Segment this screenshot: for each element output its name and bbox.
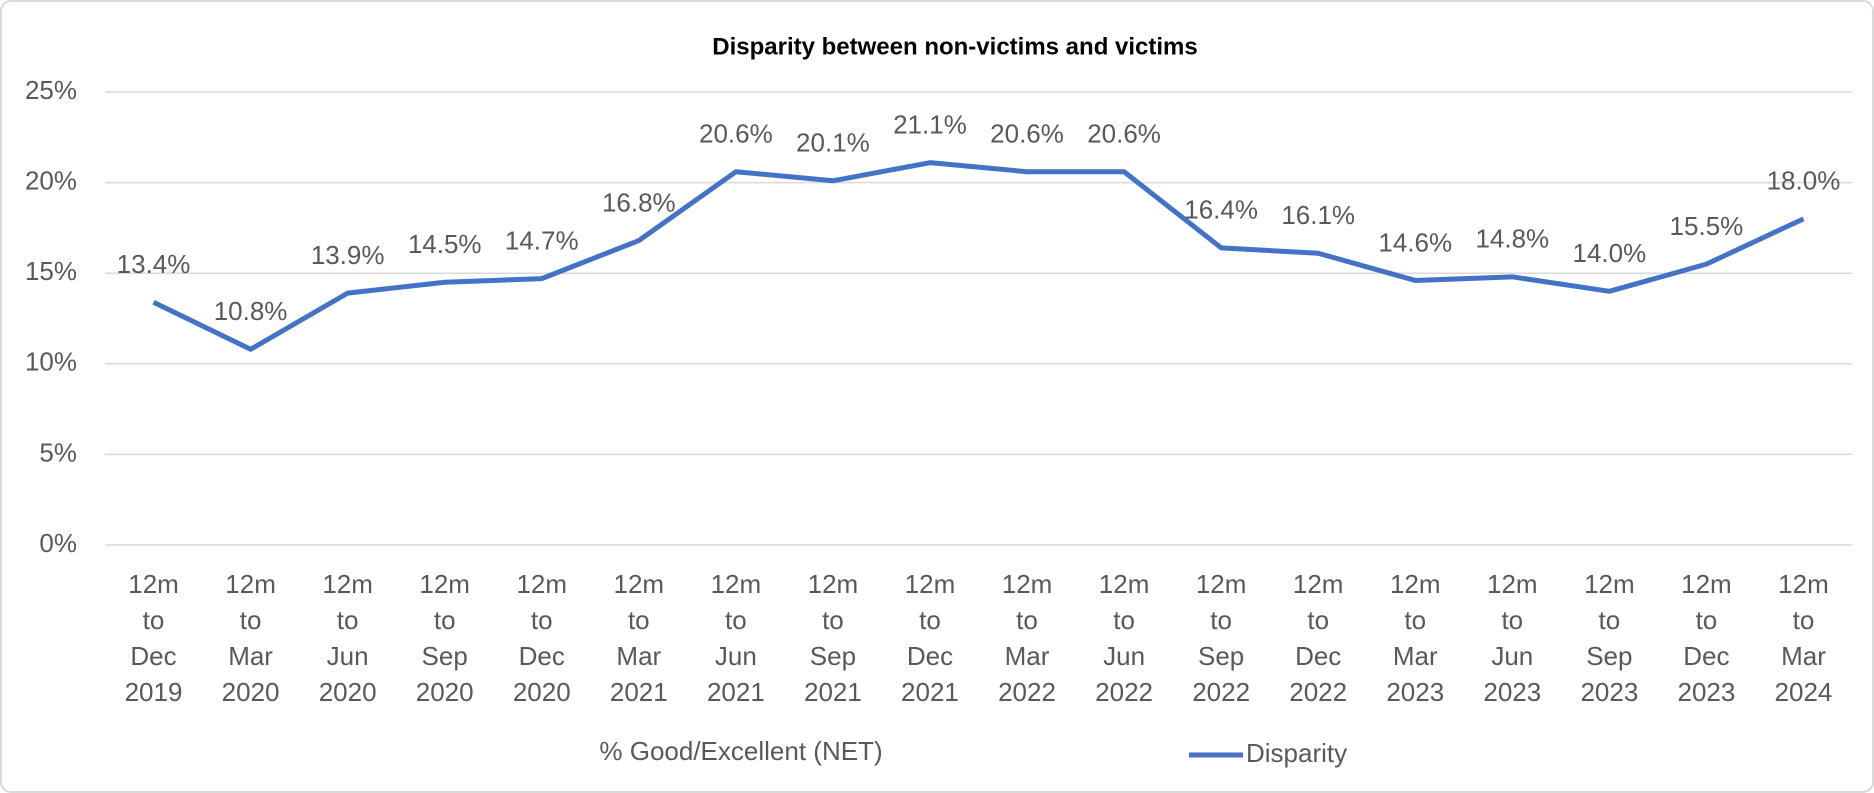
- data-label: 20.1%: [796, 128, 870, 158]
- data-label: 13.9%: [311, 240, 385, 270]
- data-label: 20.6%: [990, 119, 1064, 149]
- x-tick-label: 12m to Jun 2021: [707, 569, 765, 707]
- data-label: 16.1%: [1281, 200, 1355, 230]
- x-tick-label: 12m to Mar 2020: [222, 569, 280, 707]
- x-tick-label: 12m to Jun 2023: [1483, 569, 1541, 707]
- data-label: 18.0%: [1767, 166, 1841, 196]
- x-tick-label: 12m to Jun 2022: [1095, 569, 1153, 707]
- data-label: 13.4%: [117, 249, 191, 279]
- x-tick-label: 12m to Dec 2019: [125, 569, 183, 707]
- x-tick-label: 12m to Sep 2021: [804, 569, 862, 707]
- x-tick-label: 12m to Mar 2024: [1775, 569, 1833, 707]
- y-tick-label: 20%: [25, 165, 77, 195]
- data-label: 20.6%: [1087, 119, 1161, 149]
- data-label: 21.1%: [893, 110, 967, 140]
- x-tick-label: 12m to Sep 2022: [1192, 569, 1250, 707]
- x-tick-label: 12m to Jun 2020: [319, 569, 377, 707]
- x-tick-label: 12m to Dec 2020: [513, 569, 571, 707]
- legend-label: Disparity: [1246, 738, 1347, 768]
- data-label: 14.6%: [1378, 227, 1452, 257]
- x-tick-label: 12m to Dec 2022: [1289, 569, 1347, 707]
- x-axis-label: % Good/Excellent (NET): [599, 736, 882, 766]
- y-tick-label: 5%: [39, 437, 77, 467]
- x-tick-label: 12m to Sep 2020: [416, 569, 474, 707]
- data-label: 16.4%: [1184, 195, 1258, 225]
- x-tick-label: 12m to Mar 2022: [998, 569, 1056, 707]
- data-label: 14.8%: [1475, 224, 1549, 254]
- data-label: 14.0%: [1572, 238, 1646, 268]
- data-label: 10.8%: [214, 296, 288, 326]
- data-line: [152, 160, 1805, 352]
- y-tick-label: 0%: [39, 528, 77, 558]
- y-tick-label: 15%: [25, 256, 77, 286]
- data-label: 16.8%: [602, 187, 676, 217]
- x-tick-label: 12m to Sep 2023: [1580, 569, 1638, 707]
- chart-title: Disparity between non-victims and victim…: [712, 33, 1197, 60]
- y-tick-label: 25%: [25, 75, 77, 105]
- x-tick-label: 12m to Mar 2023: [1386, 569, 1444, 707]
- y-tick-label: 10%: [25, 347, 77, 377]
- data-label: 20.6%: [699, 119, 773, 149]
- data-label: 14.5%: [408, 229, 482, 259]
- x-tick-label: 12m to Mar 2021: [610, 569, 668, 707]
- data-label: 14.7%: [505, 226, 579, 256]
- data-label: 15.5%: [1670, 211, 1744, 241]
- x-tick-label: 12m to Dec 2023: [1677, 569, 1735, 707]
- x-tick-label: 12m to Dec 2021: [901, 569, 959, 707]
